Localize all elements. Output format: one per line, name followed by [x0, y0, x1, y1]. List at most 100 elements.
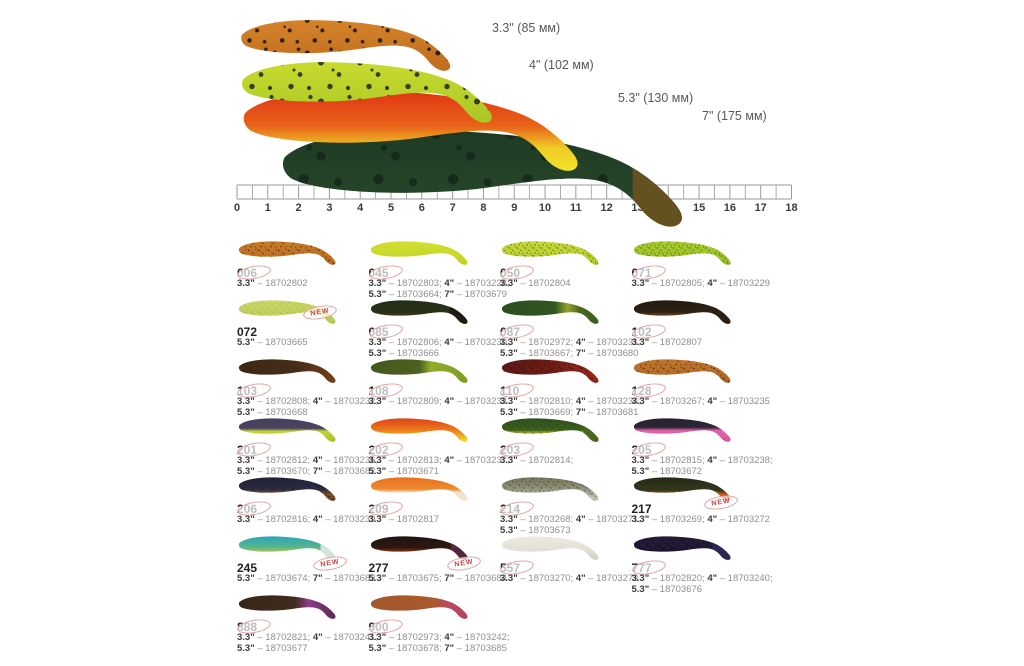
- catalog-item-006: 006 3.3" – 18702802: [236, 238, 369, 297]
- lure-swatch-image: [369, 356, 485, 384]
- lure-swatch-image: [500, 533, 616, 561]
- ruler-number: 15: [693, 202, 705, 214]
- lure-swatch-image: [500, 356, 616, 384]
- lure-swatch-image: [237, 356, 353, 384]
- item-sku-list: 3.3" – 18703269; 4" – 18703272: [631, 514, 770, 525]
- catalog-item-072: NEW 072 5.3" – 18703665: [237, 297, 369, 356]
- lure-swatch-image: [500, 474, 616, 502]
- item-color-code: 245: [237, 561, 258, 575]
- ruler-number: 6: [419, 202, 425, 214]
- catalog-item-214: 214 3.3" – 18703268; 4" – 18703271;5.3" …: [499, 474, 642, 536]
- item-sku-list: 3.3" – 18702812; 4" – 18703236; 5.3" – 18…: [237, 455, 379, 477]
- ruler-number: 18: [785, 202, 797, 214]
- ruler-number: 3: [326, 202, 332, 214]
- ruler-number: 0: [234, 202, 240, 214]
- ruler-number: 4: [357, 202, 364, 214]
- item-sku-list: 3.3" – 18702807: [631, 337, 703, 348]
- catalog-item-888: 888 3.3" – 18702821; 4" – 18703241;5.3" …: [236, 592, 379, 654]
- item-sku-list: 3.3" – 18702808; 4" – 18703232; 5.3" – 18…: [237, 396, 379, 418]
- item-color-code: 277: [368, 561, 389, 575]
- lure-swatch-image: [237, 238, 353, 266]
- catalog-item-277: NEW 277 5.3" – 18703675; 7" – 18703684: [368, 533, 507, 592]
- item-color-code: 217: [631, 502, 652, 516]
- hero-lure-4-inch: [242, 62, 492, 123]
- item-sku-list: 3.3" – 18702815; 4" – 18703238; 5.3" – 18…: [631, 455, 773, 477]
- ruler-number: 17: [755, 202, 767, 214]
- size-label-5-3: 5.3" (130 мм): [618, 91, 694, 105]
- ruler-number: 7: [450, 202, 456, 214]
- lure-swatch-image: [632, 533, 748, 561]
- catalog-item-087: 087 3.3" – 18702972; 4" – 18703231;5.3" …: [499, 297, 641, 358]
- lure-swatch-image: [369, 415, 485, 443]
- lure-swatch-image: [632, 356, 748, 384]
- catalog-item-050: 050 3.3" – 18702804: [499, 238, 632, 297]
- lure-swatch-image: [237, 474, 353, 502]
- item-sku-list: 3.3" – 18702973; 4" – 18703242; 5.3" – 18…: [368, 632, 510, 654]
- catalog-item-085: 085 3.3" – 18702806; 4" – 18703230;5.3" …: [367, 297, 510, 359]
- ruler-number: 11: [570, 202, 582, 214]
- catalog-item-777: 777 3.3" – 18702820; 4" – 18703240;5.3" …: [630, 533, 773, 595]
- size-label-3-3: 3.3" (85 мм): [492, 21, 561, 35]
- lure-swatch-image: [369, 297, 485, 325]
- lure-swatch-image: [369, 592, 485, 620]
- item-sku-list: 3.3" – 18702809; 4" – 18703233: [368, 396, 507, 407]
- ruler-number: 9: [511, 202, 517, 214]
- catalog-item-128: 128 3.3" – 18703267; 4" – 18703235: [630, 356, 770, 415]
- catalog-item-245: NEW 245 5.3" – 18703674; 7" – 18703683: [237, 533, 376, 592]
- lure-swatch-image: [632, 415, 748, 443]
- catalog-item-045: 045 3.3" – 18702803; 4" – 18703228;5.3" …: [367, 238, 510, 300]
- lure-swatch-image: [237, 533, 353, 561]
- catalog-item-110: 110 3.3" – 18702810; 4" – 18703234;5.3" …: [499, 356, 642, 418]
- item-sku-list: 3.3" – 18702814;: [500, 455, 574, 466]
- hero-size-display: 0123456789101112131415161718 3.3" (85 мм…: [230, 0, 805, 238]
- hero-lure-3.3-inch: [241, 20, 451, 71]
- ruler-number: 5: [388, 202, 394, 214]
- ruler-number: 1: [265, 202, 271, 214]
- lure-swatch-image: [237, 592, 353, 620]
- catalog-item-103: 103 3.3" – 18702808; 4" – 18703232;5.3" …: [236, 356, 379, 418]
- item-sku-list: 3.3" – 18702821; 4" – 18703241; 5.3" – 18…: [237, 632, 379, 654]
- color-catalog-grid: 006 3.3" – 18702802 045 3.3" – 18702803;…: [236, 238, 773, 654]
- item-sku-list: 5.3" – 18703674; 7" – 18703683: [237, 573, 376, 584]
- lure-swatch-image: [500, 238, 616, 266]
- lure-swatch-image: [632, 474, 748, 502]
- catalog-item-209: 209 3.3" – 18702817: [367, 474, 501, 533]
- item-sku-list: 3.3" – 18702802: [237, 278, 308, 289]
- lure-swatch-image: [632, 297, 748, 325]
- catalog-item-203: 203 3.3" – 18702814;: [499, 415, 632, 474]
- item-sku-list: 3.3" – 18702805; 4" – 18703229: [631, 278, 770, 289]
- lure-swatch-image: [369, 533, 485, 561]
- ruler-number: 16: [724, 202, 736, 214]
- item-sku-list: 3.3" – 18702817: [368, 514, 440, 525]
- catalog-item-202: 202 3.3" – 18702813; 4" – 18703237;5.3" …: [367, 415, 510, 477]
- item-sku-list: 3.3" – 18703270; 4" – 18703273: [500, 573, 639, 584]
- hero-lure-5.3-inch: [243, 89, 578, 171]
- lure-swatch-image: [369, 474, 485, 502]
- catalog-item-900: 900 3.3" – 18702973; 4" – 18703242;5.3" …: [367, 592, 510, 654]
- item-sku-list: 5.3" – 18703665: [237, 337, 308, 348]
- ruler-number: 2: [296, 202, 302, 214]
- item-sku-list: 3.3" – 18702806; 4" – 18703230; 5.3" – 18…: [368, 337, 510, 359]
- item-sku-list: 3.3" – 18702810; 4" – 18703234; 5.3" – 18…: [500, 396, 642, 418]
- catalog-item-557: 557 3.3" – 18703270; 4" – 18703273: [499, 533, 639, 592]
- lure-swatch-image: [500, 415, 616, 443]
- lure-swatch-image: [237, 415, 353, 443]
- size-label-4: 4" (102 мм): [529, 58, 594, 72]
- item-sku-list: 3.3" – 18703267; 4" – 18703235: [631, 396, 770, 407]
- lure-swatch-image: [632, 238, 748, 266]
- item-sku-list: 3.3" – 18702813; 4" – 18703237; 5.3" – 18…: [368, 455, 510, 477]
- catalog-item-071: 071 3.3" – 18702805; 4" – 18703229: [630, 238, 770, 297]
- catalog-item-205: 205 3.3" – 18702815; 4" – 18703238;5.3" …: [630, 415, 773, 477]
- item-sku-list: 3.3" – 18703268; 4" – 18703271; 5.3" – 18…: [500, 514, 642, 536]
- item-sku-list: 3.3" – 18702803; 4" – 18703228; 5.3" – 18…: [368, 278, 510, 300]
- catalog-item-108: 108 3.3" – 18702809; 4" – 18703233: [367, 356, 507, 415]
- catalog-item-217: NEW 217 3.3" – 18703269; 4" – 18703272: [631, 474, 770, 533]
- ruler-number: 12: [601, 202, 613, 214]
- ruler-number: 10: [539, 202, 551, 214]
- item-sku-list: 3.3" – 18702820; 4" – 18703240; 5.3" – 18…: [631, 573, 773, 595]
- ruler-number: 8: [480, 202, 486, 214]
- lure-swatch-image: [369, 238, 485, 266]
- item-color-code: 072: [237, 325, 258, 339]
- catalog-item-206: 206 3.3" – 18702816; 4" – 18703239: [236, 474, 375, 533]
- catalog-item-201: 201 3.3" – 18702812; 4" – 18703236;5.3" …: [236, 415, 379, 477]
